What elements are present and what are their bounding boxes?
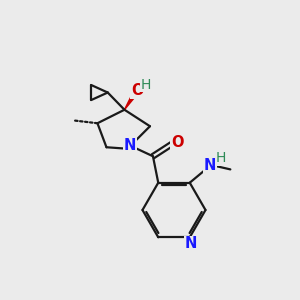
Text: N: N [204,158,216,173]
Text: H: H [140,78,151,92]
Polygon shape [124,91,138,110]
Text: N: N [124,138,136,153]
Text: N: N [185,236,197,251]
Text: H: H [216,151,226,165]
Text: O: O [131,83,143,98]
Text: O: O [171,135,184,150]
